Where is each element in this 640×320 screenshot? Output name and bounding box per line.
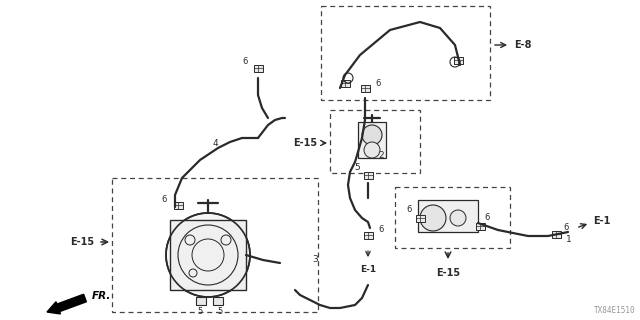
Text: E-1: E-1 — [593, 216, 611, 226]
Text: FR.: FR. — [92, 291, 111, 301]
Text: 5: 5 — [218, 307, 223, 316]
Text: 4: 4 — [212, 140, 218, 148]
Text: 6: 6 — [378, 226, 383, 235]
Bar — [213, 297, 223, 305]
Bar — [360, 84, 369, 92]
Text: 6: 6 — [375, 78, 380, 87]
Bar — [454, 57, 463, 63]
Text: 6: 6 — [406, 205, 412, 214]
Bar — [418, 200, 478, 232]
Text: E-15: E-15 — [70, 237, 94, 247]
Bar — [170, 220, 246, 290]
Circle shape — [450, 210, 466, 226]
Text: 5: 5 — [355, 164, 360, 172]
Text: TX84E1510: TX84E1510 — [593, 306, 635, 315]
Text: 6: 6 — [243, 58, 248, 67]
Text: E-15: E-15 — [293, 138, 317, 148]
Bar — [476, 222, 484, 229]
Text: 5: 5 — [197, 307, 203, 316]
Text: E-8: E-8 — [514, 40, 531, 50]
Circle shape — [192, 239, 224, 271]
Text: 6: 6 — [484, 213, 490, 222]
Circle shape — [364, 142, 380, 158]
Text: 2: 2 — [378, 150, 383, 159]
Circle shape — [178, 225, 238, 285]
Bar — [364, 231, 372, 238]
Text: E-15: E-15 — [436, 268, 460, 278]
Circle shape — [362, 125, 382, 145]
Bar — [112, 178, 318, 312]
Bar — [253, 65, 262, 71]
Text: 6: 6 — [162, 196, 167, 204]
Bar — [321, 6, 490, 100]
Text: 3: 3 — [312, 255, 318, 265]
Bar — [340, 79, 349, 86]
Circle shape — [166, 213, 250, 297]
Circle shape — [420, 205, 446, 231]
Bar — [358, 122, 386, 158]
Bar — [415, 214, 424, 221]
Bar — [330, 110, 420, 173]
Bar — [196, 297, 206, 305]
Bar — [552, 230, 561, 237]
Bar — [173, 202, 182, 209]
Bar — [395, 187, 510, 248]
Bar — [364, 172, 372, 179]
Text: E-1: E-1 — [360, 265, 376, 274]
Text: 6: 6 — [563, 223, 568, 233]
Text: 1: 1 — [566, 236, 572, 244]
FancyArrow shape — [47, 294, 86, 314]
